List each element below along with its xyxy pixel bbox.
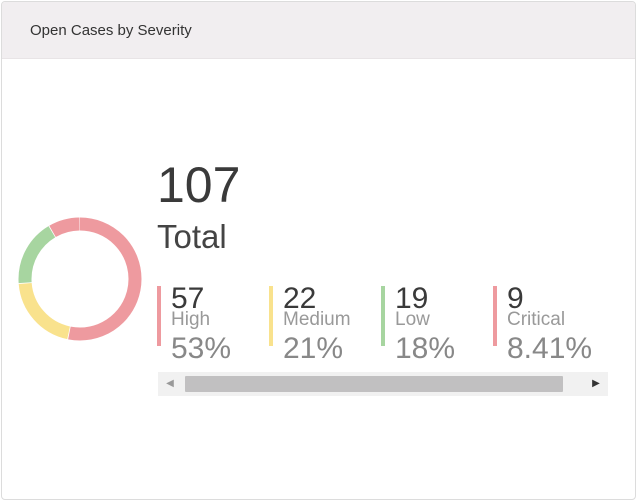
- scrollbar-thumb[interactable]: [185, 376, 563, 392]
- total-value: 107: [157, 157, 241, 213]
- stat-critical-count: 9: [507, 282, 524, 315]
- horizontal-scrollbar[interactable]: ◀ ▶: [158, 372, 608, 396]
- stat-low-bar: [381, 286, 385, 346]
- stat-medium: 22 Medium 21%: [269, 284, 379, 364]
- stat-low-label: Low: [395, 309, 430, 330]
- widget-title: Open Cases by Severity: [30, 21, 192, 39]
- stat-high-label: High: [171, 309, 211, 330]
- stat-medium-percent: 21%: [283, 332, 344, 365]
- stat-low-percent: 18%: [395, 332, 456, 365]
- stat-critical-label: Critical: [507, 309, 566, 330]
- stat-medium-count: 22: [283, 282, 317, 315]
- donut-segment-low: [18, 217, 142, 341]
- stat-medium-bar: [269, 286, 273, 346]
- stat-medium-label: Medium: [283, 309, 351, 330]
- total-label: Total: [157, 218, 227, 255]
- stat-critical-percent: 8.41%: [507, 332, 593, 365]
- donut-chart: [18, 217, 142, 341]
- stat-critical-bar: [493, 286, 497, 346]
- stat-low: 19 Low 18%: [381, 284, 491, 364]
- donut-segment-high: [18, 217, 142, 341]
- triangle-right-icon[interactable]: ▶: [592, 378, 600, 389]
- stat-high-count: 57: [171, 282, 205, 315]
- widget-header: Open Cases by Severity: [2, 2, 635, 59]
- stat-high-percent: 53%: [171, 332, 232, 365]
- stat-high-bar: [157, 286, 161, 346]
- triangle-left-icon[interactable]: ◀: [166, 378, 174, 389]
- stat-critical: 9 Critical 8.41%: [493, 284, 603, 364]
- stat-low-count: 19: [395, 282, 429, 315]
- stat-high: 57 High 53%: [157, 284, 267, 364]
